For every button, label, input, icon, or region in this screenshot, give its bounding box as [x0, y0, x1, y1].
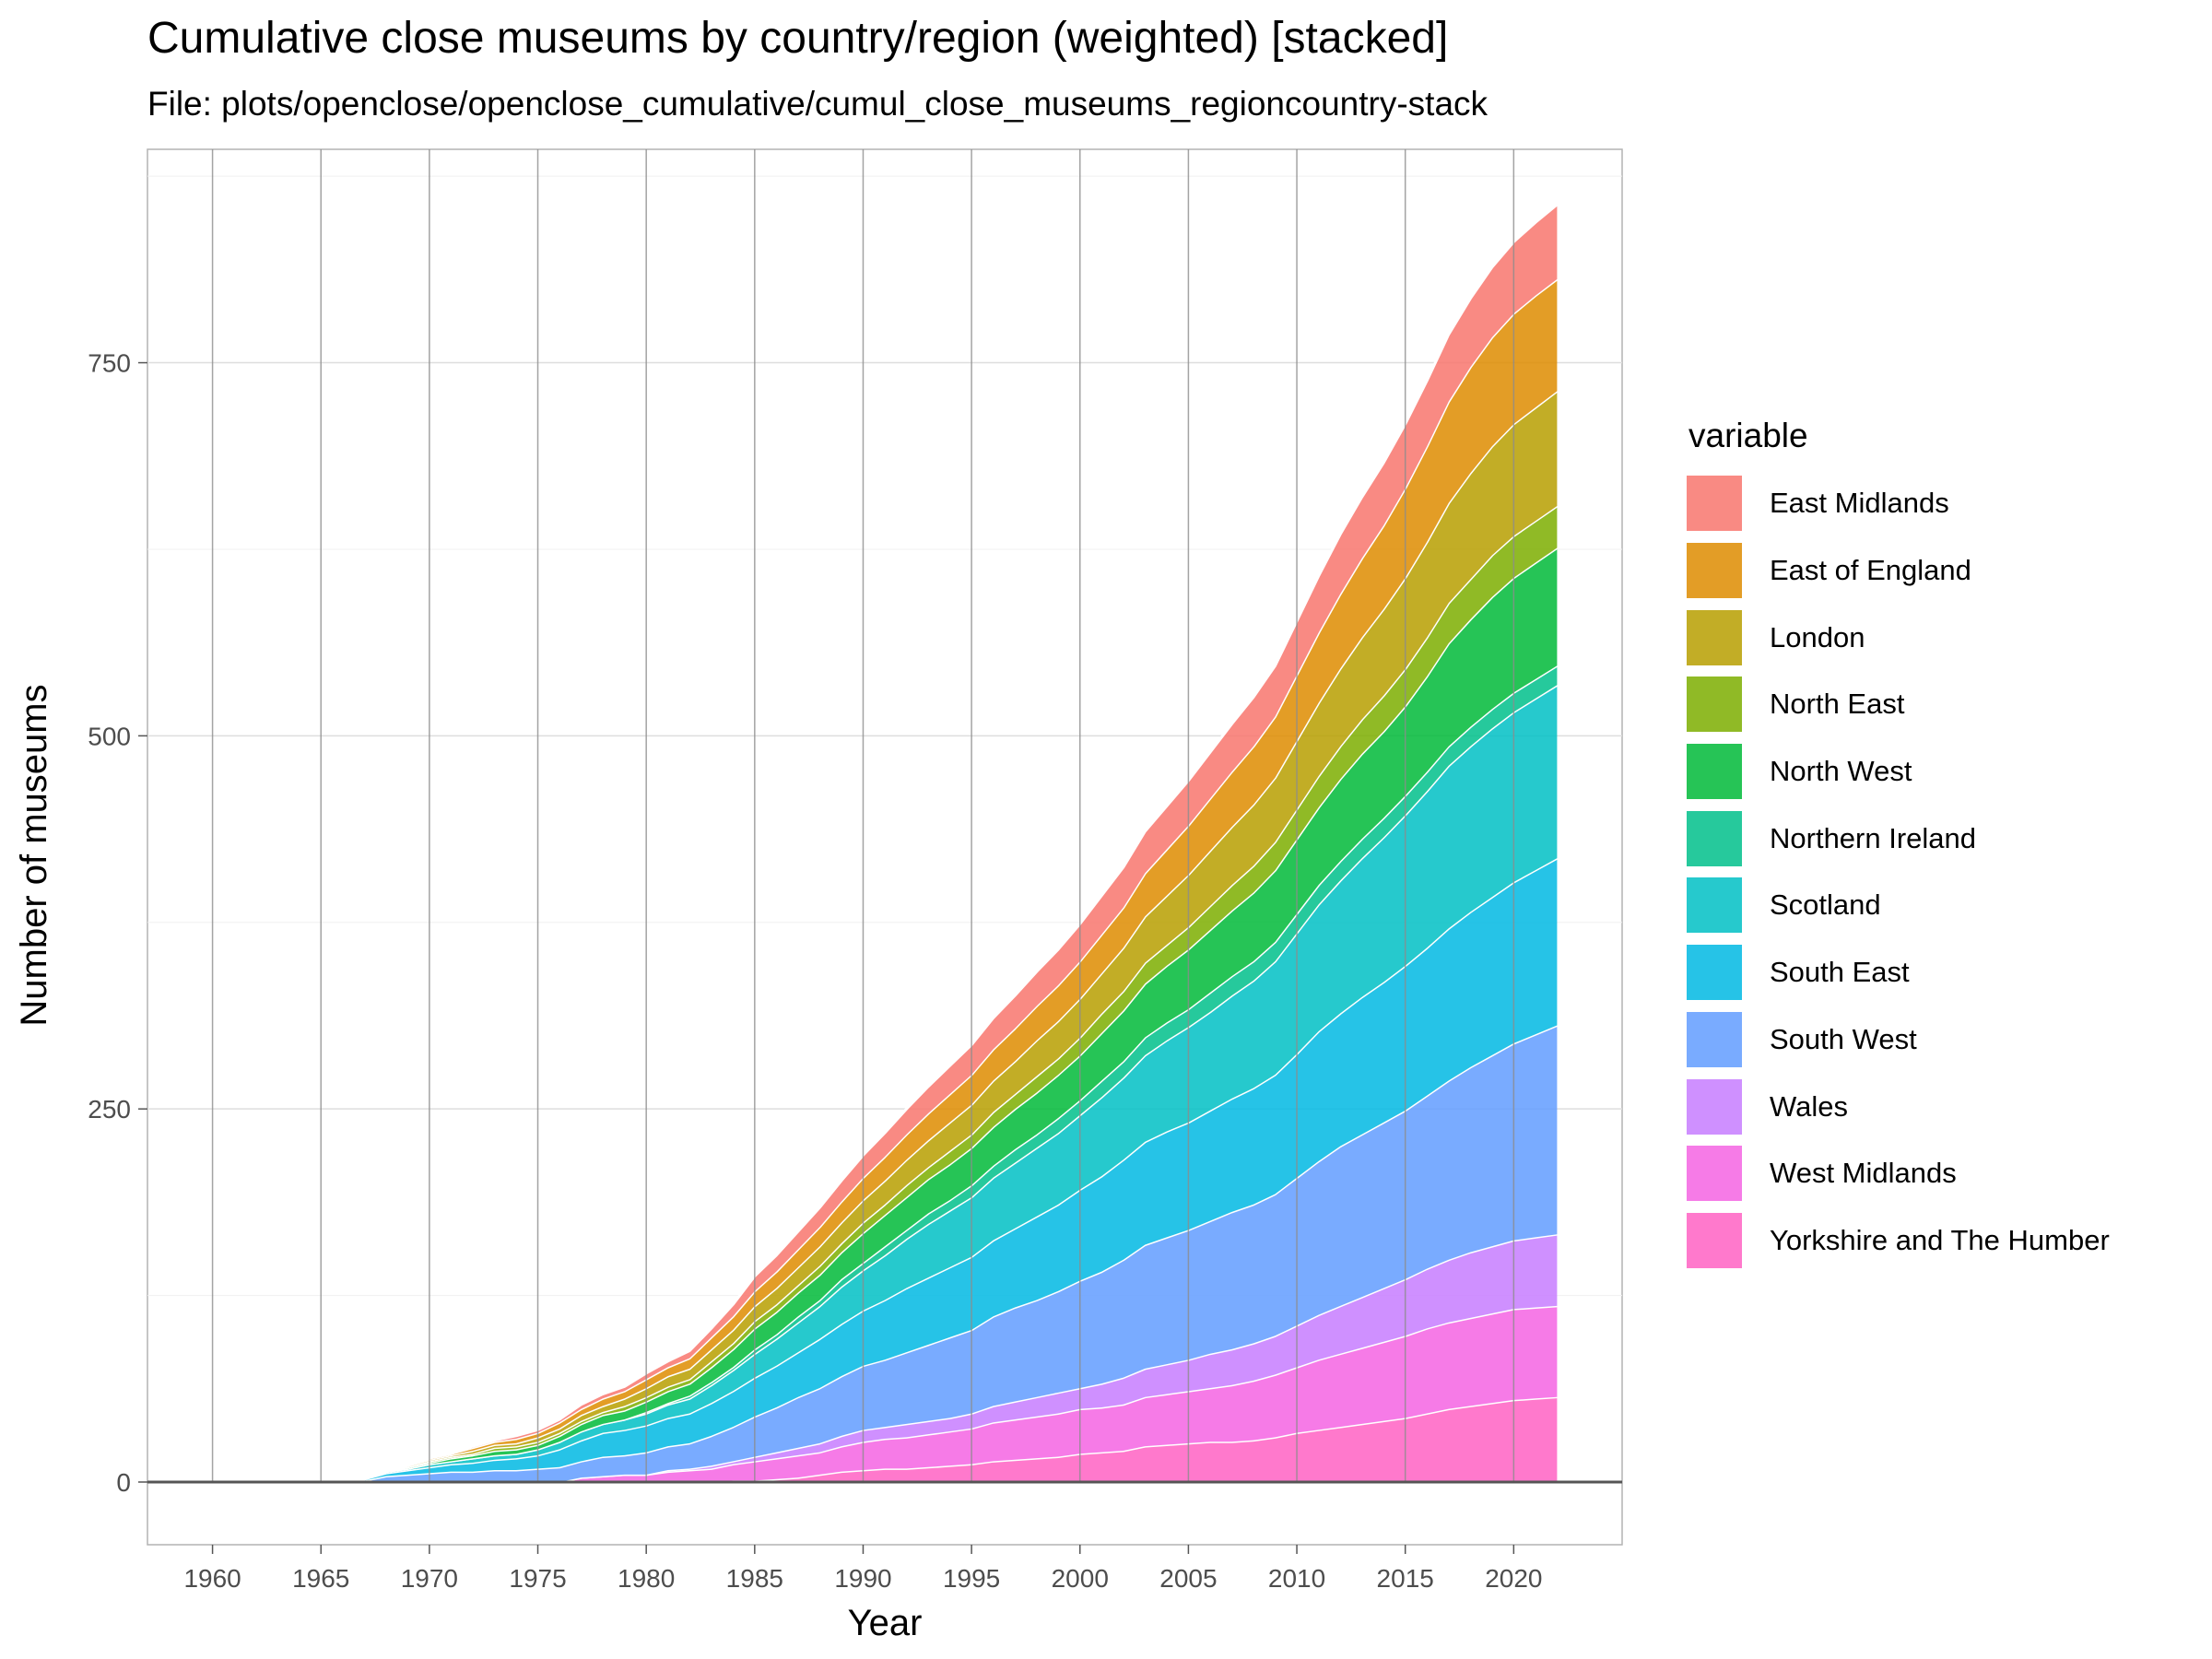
- x-tick-label: 2010: [1268, 1564, 1325, 1593]
- legend-swatch: [1687, 945, 1742, 1001]
- area-wales: [212, 1234, 1558, 1482]
- legend-swatch: [1687, 609, 1742, 665]
- chart-title: Cumulative close museums by country/regi…: [147, 14, 1449, 63]
- area-yorkshire-and-the-humber: [212, 1396, 1558, 1482]
- legend-item-london: London: [1687, 604, 2110, 671]
- legend-swatch: [1687, 877, 1742, 934]
- legend-item-scotland: Scotland: [1687, 872, 2110, 939]
- legend-label: South West: [1770, 1022, 1917, 1055]
- legend-label: North West: [1770, 755, 1912, 788]
- y-tick-label: 500: [88, 722, 131, 750]
- legend-label: South East: [1770, 956, 1910, 989]
- legend-swatch: [1687, 810, 1742, 866]
- legend-title: variable: [1688, 417, 1808, 454]
- x-tick-label: 1985: [726, 1564, 783, 1593]
- area-west-midlands: [212, 1305, 1558, 1482]
- area-south-east: [212, 858, 1558, 1482]
- legend-item-wales: Wales: [1687, 1073, 2110, 1140]
- legend-item-east-of-england: East of England: [1687, 537, 2110, 605]
- legend-item-yorkshire-and-the-humber: Yorkshire and The Humber: [1687, 1207, 2110, 1275]
- area-edge-east-midlands: [212, 203, 1559, 1484]
- y-tick-label: 750: [88, 349, 131, 378]
- area-south-west: [212, 1025, 1558, 1482]
- legend-item-south-east: South East: [1687, 939, 2110, 1006]
- x-tick-label: 1960: [183, 1564, 241, 1593]
- legend-swatch: [1687, 476, 1742, 532]
- legend-label: North East: [1770, 688, 1905, 721]
- x-tick-label: 1990: [834, 1564, 891, 1593]
- legend-item-north-east: North East: [1687, 671, 2110, 738]
- legend-swatch: [1687, 1212, 1742, 1268]
- y-tick-label: 0: [116, 1468, 131, 1497]
- legend-label: West Midlands: [1770, 1157, 1957, 1190]
- legend: variable East Midlands East of England Lon…: [1687, 417, 2110, 1274]
- legend-label: East of England: [1770, 554, 1971, 587]
- x-tick-label: 1965: [292, 1564, 349, 1593]
- x-tick-label: 1970: [401, 1564, 458, 1593]
- legend-swatch: [1687, 1011, 1742, 1067]
- legend-swatch: [1687, 1146, 1742, 1202]
- legend-item-northern-ireland: Northern Ireland: [1687, 805, 2110, 872]
- legend-label: London: [1770, 620, 1865, 653]
- legend-label: Yorkshire and The Humber: [1770, 1223, 2110, 1256]
- x-tick-label: 1995: [943, 1564, 1000, 1593]
- x-tick-label: 2020: [1485, 1564, 1542, 1593]
- y-tick-label: 250: [88, 1095, 131, 1124]
- legend-label: Scotland: [1770, 888, 1881, 922]
- legend-label: Northern Ireland: [1770, 821, 1977, 854]
- legend-swatch: [1687, 543, 1742, 599]
- legend-swatch: [1687, 744, 1742, 800]
- legend-item-north-west: North West: [1687, 738, 2110, 806]
- x-tick-label: 2015: [1377, 1564, 1434, 1593]
- legend-item-west-midlands: West Midlands: [1687, 1140, 2110, 1207]
- legend-item-south-west: South West: [1687, 1006, 2110, 1074]
- x-tick-label: 1980: [618, 1564, 675, 1593]
- y-axis-title: Number of museums: [14, 684, 54, 1026]
- x-axis-title: Year: [848, 1603, 923, 1643]
- x-tick-label: 1975: [509, 1564, 566, 1593]
- legend-swatch: [1687, 1078, 1742, 1135]
- x-tick-label: 2000: [1052, 1564, 1109, 1593]
- legend-swatch: [1687, 677, 1742, 733]
- chart-subtitle: File: plots/openclose/openclose_cumulati…: [147, 85, 1488, 123]
- legend-label: Wales: [1770, 1089, 1848, 1123]
- x-tick-label: 2005: [1159, 1564, 1217, 1593]
- legend-label: East Midlands: [1770, 487, 1949, 520]
- legend-item-east-midlands: East Midlands: [1687, 470, 2110, 537]
